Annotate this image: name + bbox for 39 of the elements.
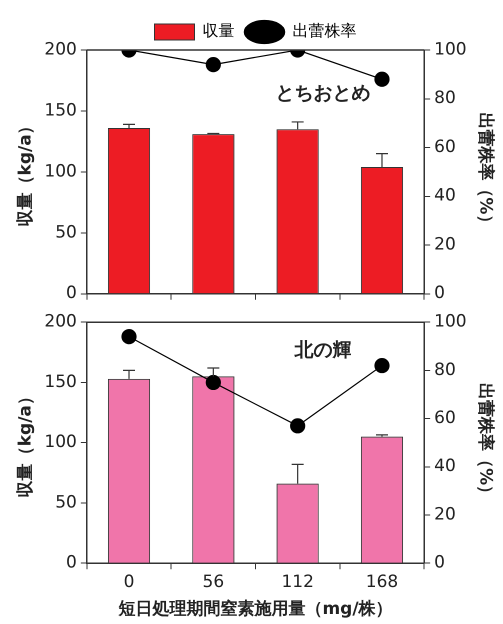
y-tick-label: 50 bbox=[55, 222, 77, 242]
y2-tick-label: 20 bbox=[434, 234, 456, 254]
legend-label: 出蕾株率 bbox=[292, 21, 356, 40]
point bbox=[374, 358, 390, 374]
y-axis-title: 収量（kg/a） bbox=[16, 117, 36, 226]
x-tick-label: 168 bbox=[366, 572, 398, 592]
legend-label: 収量 bbox=[202, 21, 234, 40]
y2-axis-title: 出蕾株率（%） bbox=[475, 112, 496, 232]
annotation: 北の輝 bbox=[293, 339, 352, 362]
y-tick-label: 150 bbox=[44, 100, 77, 120]
annotation: とちおとめ bbox=[275, 82, 370, 104]
y-tick-label: 100 bbox=[44, 161, 77, 182]
y-tick-label: 50 bbox=[55, 492, 77, 512]
y-tick-label: 0 bbox=[66, 552, 77, 573]
y2-tick-label: 40 bbox=[434, 186, 456, 206]
y2-tick-label: 100 bbox=[434, 312, 467, 332]
x-tick-label: 112 bbox=[281, 572, 314, 592]
y2-tick-label: 0 bbox=[434, 552, 445, 573]
y2-tick-label: 60 bbox=[434, 136, 456, 157]
point bbox=[290, 418, 306, 434]
y2-tick-label: 80 bbox=[434, 360, 456, 380]
y2-tick-label: 20 bbox=[434, 504, 456, 524]
y-tick-label: 200 bbox=[44, 39, 77, 60]
y-axis-title: 収量（kg/a） bbox=[16, 388, 36, 498]
y2-tick-label: 80 bbox=[434, 88, 456, 108]
y-tick-label: 150 bbox=[44, 372, 77, 392]
point bbox=[121, 329, 137, 344]
y2-tick-label: 60 bbox=[434, 408, 456, 428]
y2-tick-label: 100 bbox=[434, 39, 467, 60]
point bbox=[206, 374, 221, 390]
y-tick-label: 100 bbox=[44, 432, 77, 452]
x-axis-title: 短日処理期間窒素施用量（mg/株） bbox=[117, 599, 393, 620]
y2-tick-label: 40 bbox=[434, 456, 456, 476]
y2-axis-title: 出蕾株率（%） bbox=[475, 383, 496, 502]
y-tick-label: 200 bbox=[44, 312, 77, 332]
x-tick-label: 0 bbox=[124, 572, 134, 592]
x-tick-label: 56 bbox=[202, 572, 224, 592]
y2-tick-label: 0 bbox=[434, 283, 445, 304]
y-tick-label: 0 bbox=[66, 283, 77, 304]
